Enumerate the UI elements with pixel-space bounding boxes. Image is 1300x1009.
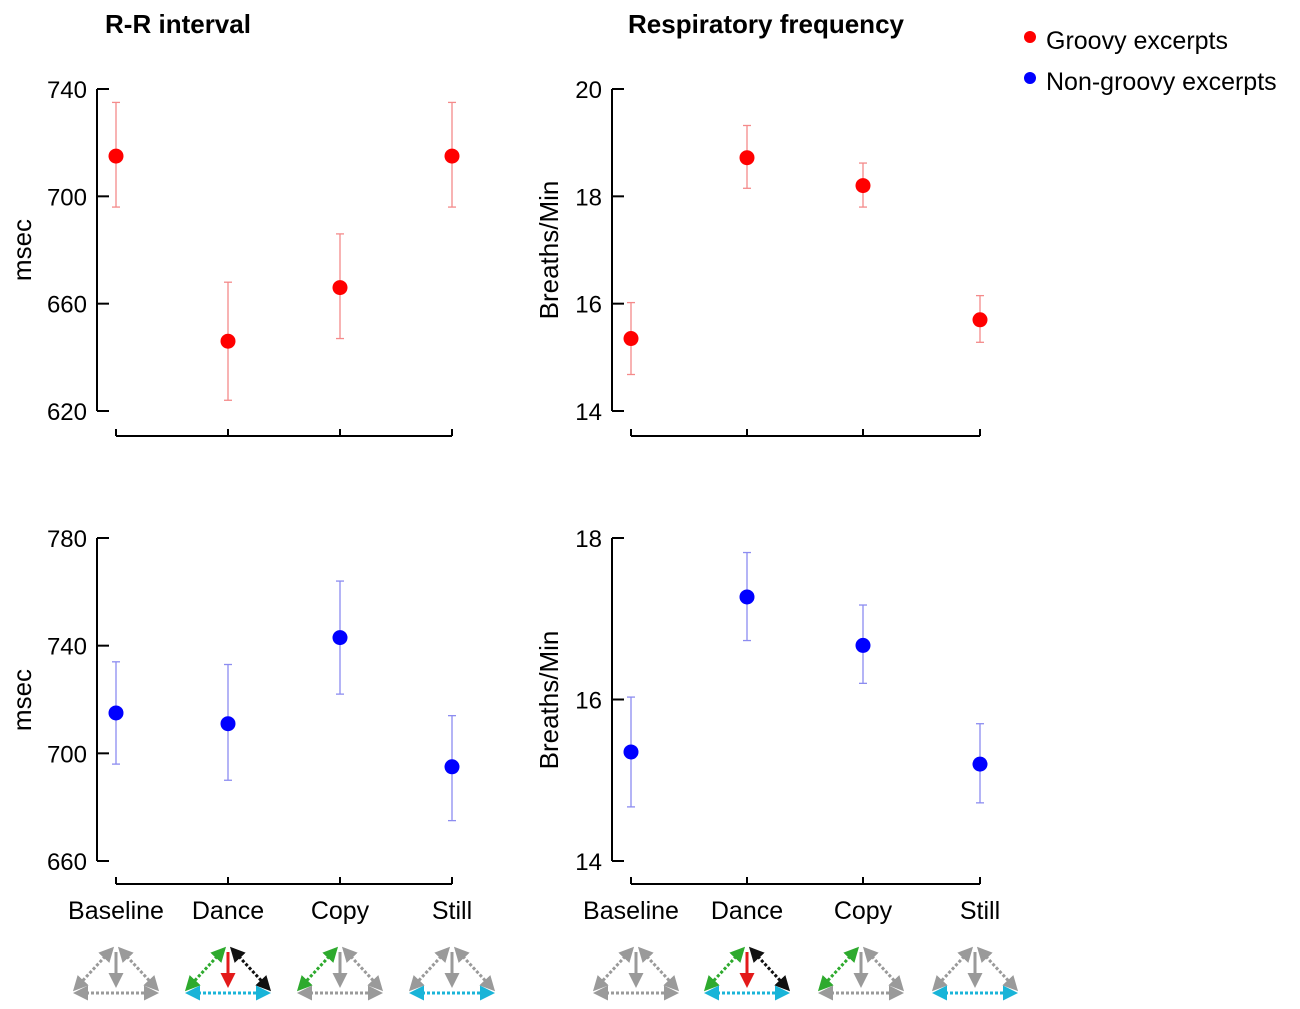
data-point-baseline <box>108 148 124 164</box>
condition-icon-dance <box>184 946 272 1001</box>
legend-label-non-groovy: Non-groovy excerpts <box>1046 68 1277 96</box>
panel-bottom-left: 660 700 740 780 msec Baseline Dance Copy Still <box>7 526 472 925</box>
y-tick-label: 20 <box>575 77 602 104</box>
y-tick-label: 660 <box>47 292 87 319</box>
y-tick-label: 18 <box>575 526 602 553</box>
condition-icon-baseline <box>72 946 160 1001</box>
y-tick-label: 660 <box>47 849 87 876</box>
title-respiratory-frequency: Respiratory frequency <box>628 9 905 39</box>
data-point-baseline <box>108 705 124 721</box>
icon-left-arrow <box>296 946 339 992</box>
legend-marker-non-groovy <box>1024 72 1036 84</box>
icon-right-arrow <box>637 946 680 992</box>
y-tick-label: 780 <box>47 526 87 553</box>
icon-right-arrow <box>229 946 272 992</box>
icon-right-arrow <box>341 946 384 992</box>
legend-label-groovy: Groovy excerpts <box>1046 27 1228 55</box>
y-tick-label: 740 <box>47 77 87 104</box>
icon-left-arrow <box>703 946 746 992</box>
y-axis-label: Breaths/Min <box>534 181 564 320</box>
x-tick-label-baseline: Baseline <box>583 897 679 925</box>
data-point-copy <box>332 280 348 296</box>
x-tick-label-copy: Copy <box>311 897 370 925</box>
icon-right-arrow <box>748 946 791 992</box>
y-axis-label: Breaths/Min <box>534 631 564 770</box>
condition-icon-copy <box>296 946 384 1001</box>
icon-left-arrow <box>817 946 860 992</box>
data-point-still <box>972 756 988 772</box>
condition-icon-baseline <box>592 946 680 1001</box>
data-point-dance <box>220 333 236 349</box>
chart-panels: 620 660 700 740 msec 14 16 18 20 Breaths/Min 660 70… <box>7 77 1000 925</box>
y-tick-label: 16 <box>575 688 602 715</box>
y-axis-label: msec <box>7 219 37 281</box>
x-tick-label-dance: Dance <box>192 897 264 925</box>
panel-top-left: 620 660 700 740 msec <box>7 77 460 437</box>
data-point-still <box>444 759 460 775</box>
panel-bottom-right: 14 16 18 Breaths/Min Baseline Dance Copy Still <box>534 526 1000 925</box>
condition-icon-still <box>408 946 496 1001</box>
icon-left-arrow <box>408 946 451 992</box>
y-tick-label: 700 <box>47 184 87 211</box>
data-point-dance <box>220 716 236 732</box>
x-tick-label-copy: Copy <box>834 897 893 925</box>
data-point-dance <box>739 150 755 166</box>
panel-top-right: 14 16 18 20 Breaths/Min <box>534 77 988 437</box>
condition-icon-still <box>931 946 1019 1001</box>
x-tick-label-dance: Dance <box>711 897 783 925</box>
icon-left-arrow <box>592 946 635 992</box>
legend: Groovy excerpts Non-groovy excerpts <box>1024 27 1277 96</box>
data-point-dance <box>739 589 755 605</box>
x-tick-label-baseline: Baseline <box>68 897 164 925</box>
condition-icon-dance <box>703 946 791 1001</box>
data-point-still <box>972 312 988 328</box>
y-tick-label: 18 <box>575 184 602 211</box>
x-tick-label-still: Still <box>432 897 472 925</box>
y-tick-label: 14 <box>575 399 602 426</box>
icon-left-arrow <box>72 946 115 992</box>
y-tick-label: 14 <box>575 849 602 876</box>
legend-marker-groovy <box>1024 31 1036 43</box>
y-tick-label: 740 <box>47 634 87 661</box>
icon-left-arrow <box>931 946 974 992</box>
data-point-baseline <box>623 331 639 347</box>
title-rr-interval: R-R interval <box>105 9 251 39</box>
data-point-copy <box>855 178 871 194</box>
y-tick-label: 620 <box>47 399 87 426</box>
data-point-baseline <box>623 744 639 760</box>
y-tick-label: 16 <box>575 292 602 319</box>
icon-right-arrow <box>453 946 496 992</box>
data-point-copy <box>855 637 871 653</box>
icon-left-arrow <box>184 946 227 992</box>
icon-right-arrow <box>976 946 1019 992</box>
y-tick-label: 700 <box>47 741 87 768</box>
condition-icons <box>72 946 1019 1001</box>
y-axis-label: msec <box>7 669 37 731</box>
data-point-copy <box>332 630 348 646</box>
icon-right-arrow <box>117 946 160 992</box>
data-point-still <box>444 148 460 164</box>
condition-icon-copy <box>817 946 905 1001</box>
icon-right-arrow <box>862 946 905 992</box>
x-tick-label-still: Still <box>960 897 1000 925</box>
